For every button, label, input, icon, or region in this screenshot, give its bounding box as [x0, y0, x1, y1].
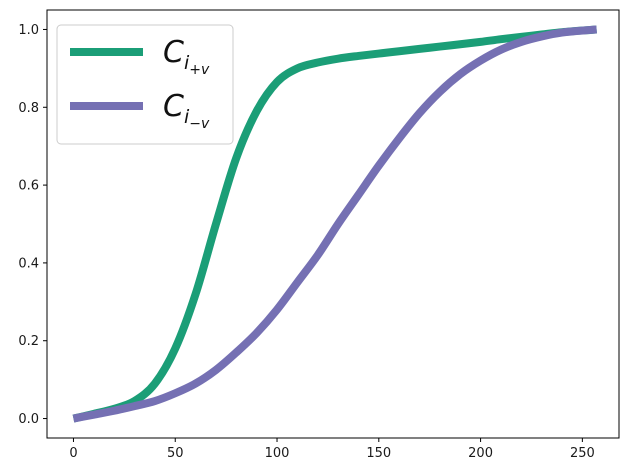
- x-tick-label: 200: [468, 446, 493, 461]
- legend-entry-c-plus-v: Ci+v: [70, 35, 210, 78]
- x-axis: 0 50 100 150 200 250: [69, 438, 595, 461]
- legend-label-subscript: i: [184, 106, 190, 128]
- x-tick-label: 100: [265, 446, 290, 461]
- legend-label: Ci−v: [163, 89, 210, 132]
- x-tick-label: 50: [167, 446, 184, 461]
- x-tick-label: 250: [570, 446, 595, 461]
- legend-label-main: C: [163, 35, 184, 70]
- x-tick-label: 150: [366, 446, 391, 461]
- y-tick-label: 0.8: [18, 101, 39, 116]
- legend-label-sub-subscript: −v: [189, 116, 210, 132]
- series-layer: [72, 25, 597, 423]
- legend-label-sub-subscript: +v: [189, 62, 210, 78]
- y-tick-label: 0.0: [18, 412, 39, 427]
- legend-label-subscript: i: [184, 52, 190, 74]
- y-tick-label: 0.4: [18, 256, 39, 271]
- series-line-c-plus-v: [72, 25, 597, 423]
- y-tick-label: 0.2: [18, 334, 39, 349]
- y-tick-label: 1.0: [18, 23, 39, 38]
- plot-frame: [46, 9, 620, 439]
- legend-label-main: C: [163, 89, 184, 124]
- series-line-c-minus-v: [72, 25, 597, 423]
- legend-entry-c-minus-v: Ci−v: [70, 89, 210, 132]
- x-tick-label: 0: [69, 446, 77, 461]
- y-tick-label: 0.6: [18, 179, 39, 194]
- legend: Ci+vCi−v: [56, 24, 234, 145]
- legend-label: Ci+v: [163, 35, 210, 78]
- y-axis: 0.0 0.2 0.4 0.6 0.8 1.0: [18, 23, 47, 427]
